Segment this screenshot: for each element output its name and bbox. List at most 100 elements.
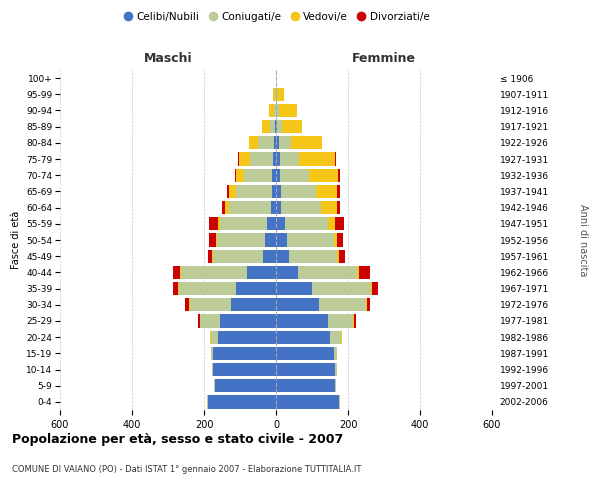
Bar	[200, 314, 220, 328]
Bar	[213, 250, 263, 263]
Bar	[337, 250, 339, 263]
Text: COMUNE DI VAIANO (PO) - Dati ISTAT 1° gennaio 2007 - Elaborazione TUTTITALIA.IT: COMUNE DI VAIANO (PO) - Dati ISTAT 1° ge…	[12, 466, 361, 474]
Bar	[335, 152, 336, 166]
Bar	[244, 168, 272, 182]
Bar	[274, 88, 275, 101]
Bar	[316, 185, 337, 198]
Bar	[250, 152, 273, 166]
Bar	[335, 217, 344, 230]
Bar	[212, 250, 213, 263]
Bar	[208, 396, 276, 408]
Bar	[215, 379, 276, 392]
Bar	[279, 104, 297, 117]
Bar	[335, 379, 336, 392]
Bar	[273, 152, 276, 166]
Bar	[276, 168, 280, 182]
Bar	[258, 136, 274, 149]
Bar	[231, 298, 276, 312]
Bar	[281, 185, 316, 198]
Bar	[357, 266, 359, 279]
Bar	[280, 168, 309, 182]
Bar	[339, 250, 346, 263]
Bar	[180, 266, 181, 279]
Bar	[276, 396, 339, 408]
Bar	[236, 282, 276, 295]
Bar	[371, 282, 373, 295]
Bar	[276, 88, 277, 101]
Bar	[276, 266, 298, 279]
Bar	[312, 282, 371, 295]
Bar	[189, 298, 190, 312]
Bar	[173, 282, 178, 295]
Bar	[198, 314, 200, 328]
Bar	[220, 314, 276, 328]
Bar	[359, 266, 370, 279]
Bar	[277, 88, 284, 101]
Bar	[277, 120, 283, 134]
Bar	[249, 136, 258, 149]
Bar	[276, 234, 287, 246]
Bar	[285, 217, 328, 230]
Bar	[299, 152, 335, 166]
Bar	[236, 185, 272, 198]
Bar	[275, 88, 276, 101]
Bar	[227, 185, 229, 198]
Bar	[179, 282, 236, 295]
Bar	[275, 120, 276, 134]
Bar	[212, 363, 213, 376]
Bar	[276, 217, 285, 230]
Bar	[283, 120, 302, 134]
Bar	[276, 346, 334, 360]
Bar	[366, 298, 367, 312]
Bar	[298, 266, 357, 279]
Bar	[263, 250, 276, 263]
Bar	[185, 298, 189, 312]
Y-axis label: Fasce di età: Fasce di età	[11, 211, 20, 269]
Text: Anni di nascita: Anni di nascita	[578, 204, 588, 276]
Bar	[276, 298, 319, 312]
Bar	[229, 185, 236, 198]
Text: Femmine: Femmine	[352, 52, 416, 65]
Bar	[341, 330, 342, 344]
Bar	[280, 152, 299, 166]
Bar	[319, 298, 366, 312]
Bar	[271, 201, 276, 214]
Bar	[210, 330, 211, 344]
Legend: Celibi/Nubili, Coniugati/e, Vedovi/e, Divorziati/e: Celibi/Nubili, Coniugati/e, Vedovi/e, Di…	[119, 8, 433, 26]
Bar	[276, 282, 312, 295]
Bar	[269, 120, 275, 134]
Text: Popolazione per età, sesso e stato civile - 2007: Popolazione per età, sesso e stato civil…	[12, 432, 343, 446]
Bar	[272, 168, 276, 182]
Bar	[211, 330, 218, 344]
Bar	[225, 201, 229, 214]
Bar	[287, 234, 334, 246]
Bar	[335, 363, 337, 376]
Bar	[208, 250, 212, 263]
Bar	[272, 185, 276, 198]
Bar	[330, 330, 341, 344]
Bar	[276, 363, 335, 376]
Bar	[213, 363, 276, 376]
Bar	[337, 234, 343, 246]
Bar	[269, 104, 274, 117]
Bar	[276, 330, 330, 344]
Bar	[211, 346, 213, 360]
Bar	[276, 201, 281, 214]
Bar	[276, 120, 277, 134]
Bar	[238, 152, 239, 166]
Bar	[276, 152, 280, 166]
Bar	[276, 250, 289, 263]
Bar	[274, 104, 276, 117]
Bar	[334, 234, 337, 246]
Bar	[274, 136, 276, 149]
Bar	[309, 168, 338, 182]
Bar	[328, 217, 335, 230]
Bar	[276, 136, 279, 149]
Bar	[321, 201, 337, 214]
Bar	[354, 314, 356, 328]
Bar	[218, 217, 220, 230]
Bar	[337, 185, 340, 198]
Bar	[281, 201, 321, 214]
Bar	[218, 330, 276, 344]
Bar	[262, 120, 269, 134]
